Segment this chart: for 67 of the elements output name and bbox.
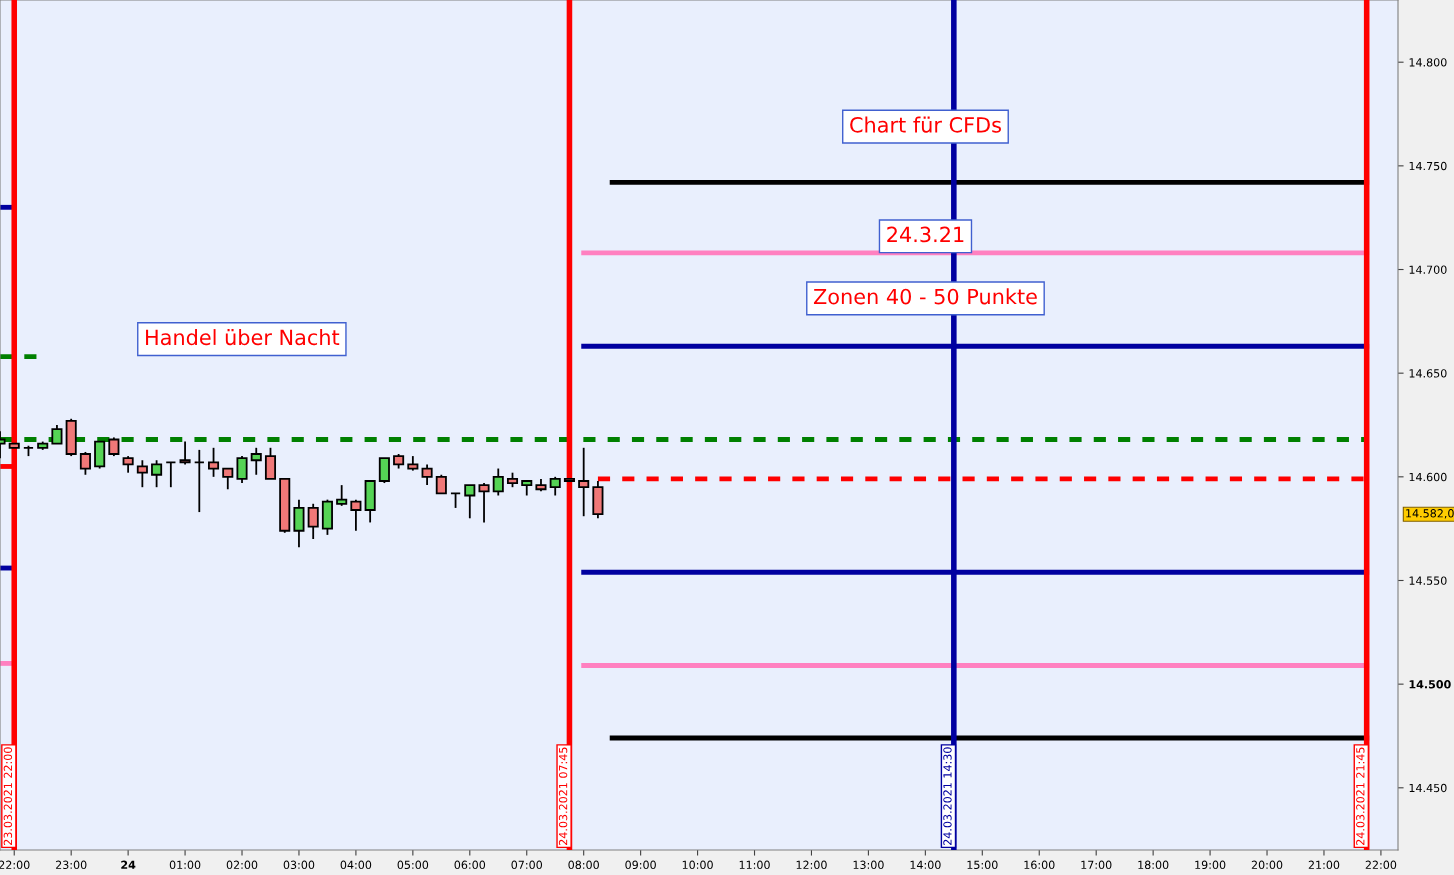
x-tick-label: 18:00	[1138, 860, 1169, 870]
candlestick	[165, 461, 177, 489]
candlestick	[193, 448, 205, 513]
x-tick-label: 07:00	[511, 860, 543, 870]
y-tick-label: 14.450	[1409, 783, 1447, 793]
x-tick-label: 06:00	[454, 860, 486, 870]
y-tick-label: 14.550	[1409, 576, 1447, 585]
candlestick	[79, 451, 91, 476]
x-tick-label: 21:00	[1308, 860, 1340, 870]
y-tick-label: 14.500	[1409, 680, 1451, 689]
annotation: 24.3.21	[887, 226, 964, 243]
candlestick	[179, 440, 191, 466]
candlestick	[478, 482, 490, 524]
candlestick	[151, 459, 163, 489]
ref-line-label: 23.03.2021 22:00	[3, 747, 13, 845]
candlestick	[578, 446, 590, 518]
candlestick	[293, 498, 305, 549]
ref-line-label: 24.03.2021 21:45	[1356, 747, 1365, 845]
y-tick-label: 14.700	[1409, 265, 1447, 274]
candlestick	[108, 436, 120, 458]
candlestick	[250, 446, 262, 476]
x-tick-label: 02:00	[226, 860, 258, 870]
candlestick	[435, 473, 447, 495]
candlestick	[492, 467, 504, 497]
candlestick	[222, 467, 234, 491]
x-tick-label: 09:00	[625, 860, 656, 870]
x-tick-label: 15:00	[967, 860, 998, 870]
text: 14.582,0	[1406, 509, 1454, 519]
candlestick	[136, 459, 148, 489]
x-tick-label: 05:00	[397, 860, 429, 870]
candlestick	[464, 484, 476, 520]
candlestick	[421, 463, 433, 487]
ref-line-label: 24.03.2021 14:30	[943, 747, 952, 845]
candlestick	[264, 446, 277, 480]
x-tick-label: 11:00	[739, 860, 770, 870]
x-tick-label: 17:00	[1081, 860, 1112, 870]
x-tick-label: 01:00	[169, 860, 201, 870]
annotation: Chart für CFDs	[850, 116, 1001, 133]
y-tick-label: 14.600	[1409, 472, 1447, 482]
candlestick	[51, 424, 63, 445]
y-tick-label: 14.750	[1409, 161, 1447, 171]
candlestick	[236, 455, 248, 484]
y-tick-label: 14.800	[1409, 58, 1447, 67]
annotation: Zonen 40 - 50 Punkte	[813, 288, 1037, 305]
x-tick-label: 04:00	[340, 860, 372, 870]
x-tick-label: 16:00	[1024, 860, 1055, 870]
x-tick-label: 08:00	[568, 860, 599, 870]
x-tick-label: 22:00	[1365, 860, 1397, 870]
y-tick-label: 14.650	[1409, 369, 1447, 378]
x-tick-label: 14:00	[910, 860, 941, 870]
candlestick	[307, 502, 319, 540]
x-tick-label: 19:00	[1195, 860, 1226, 870]
x-tick-label: 22:00	[0, 860, 30, 870]
candlestick	[378, 457, 390, 484]
x-tick-label: 24	[121, 860, 136, 869]
candlestick	[208, 446, 220, 478]
candlestick	[549, 475, 561, 497]
x-tick-label: 13:00	[853, 860, 884, 870]
x-tick-label: 10:00	[682, 860, 713, 870]
x-tick-label: 12:00	[796, 860, 827, 870]
ref-line-label: 24.03.2021 07:45	[558, 747, 568, 845]
candlestick	[350, 498, 362, 532]
x-tick-label: 03:00	[283, 860, 315, 870]
annotation: Handel über Nacht	[146, 329, 340, 346]
x-tick-label: 20:00	[1251, 860, 1283, 870]
candlestick	[336, 484, 348, 507]
x-tick-label: 23:00	[55, 860, 87, 870]
